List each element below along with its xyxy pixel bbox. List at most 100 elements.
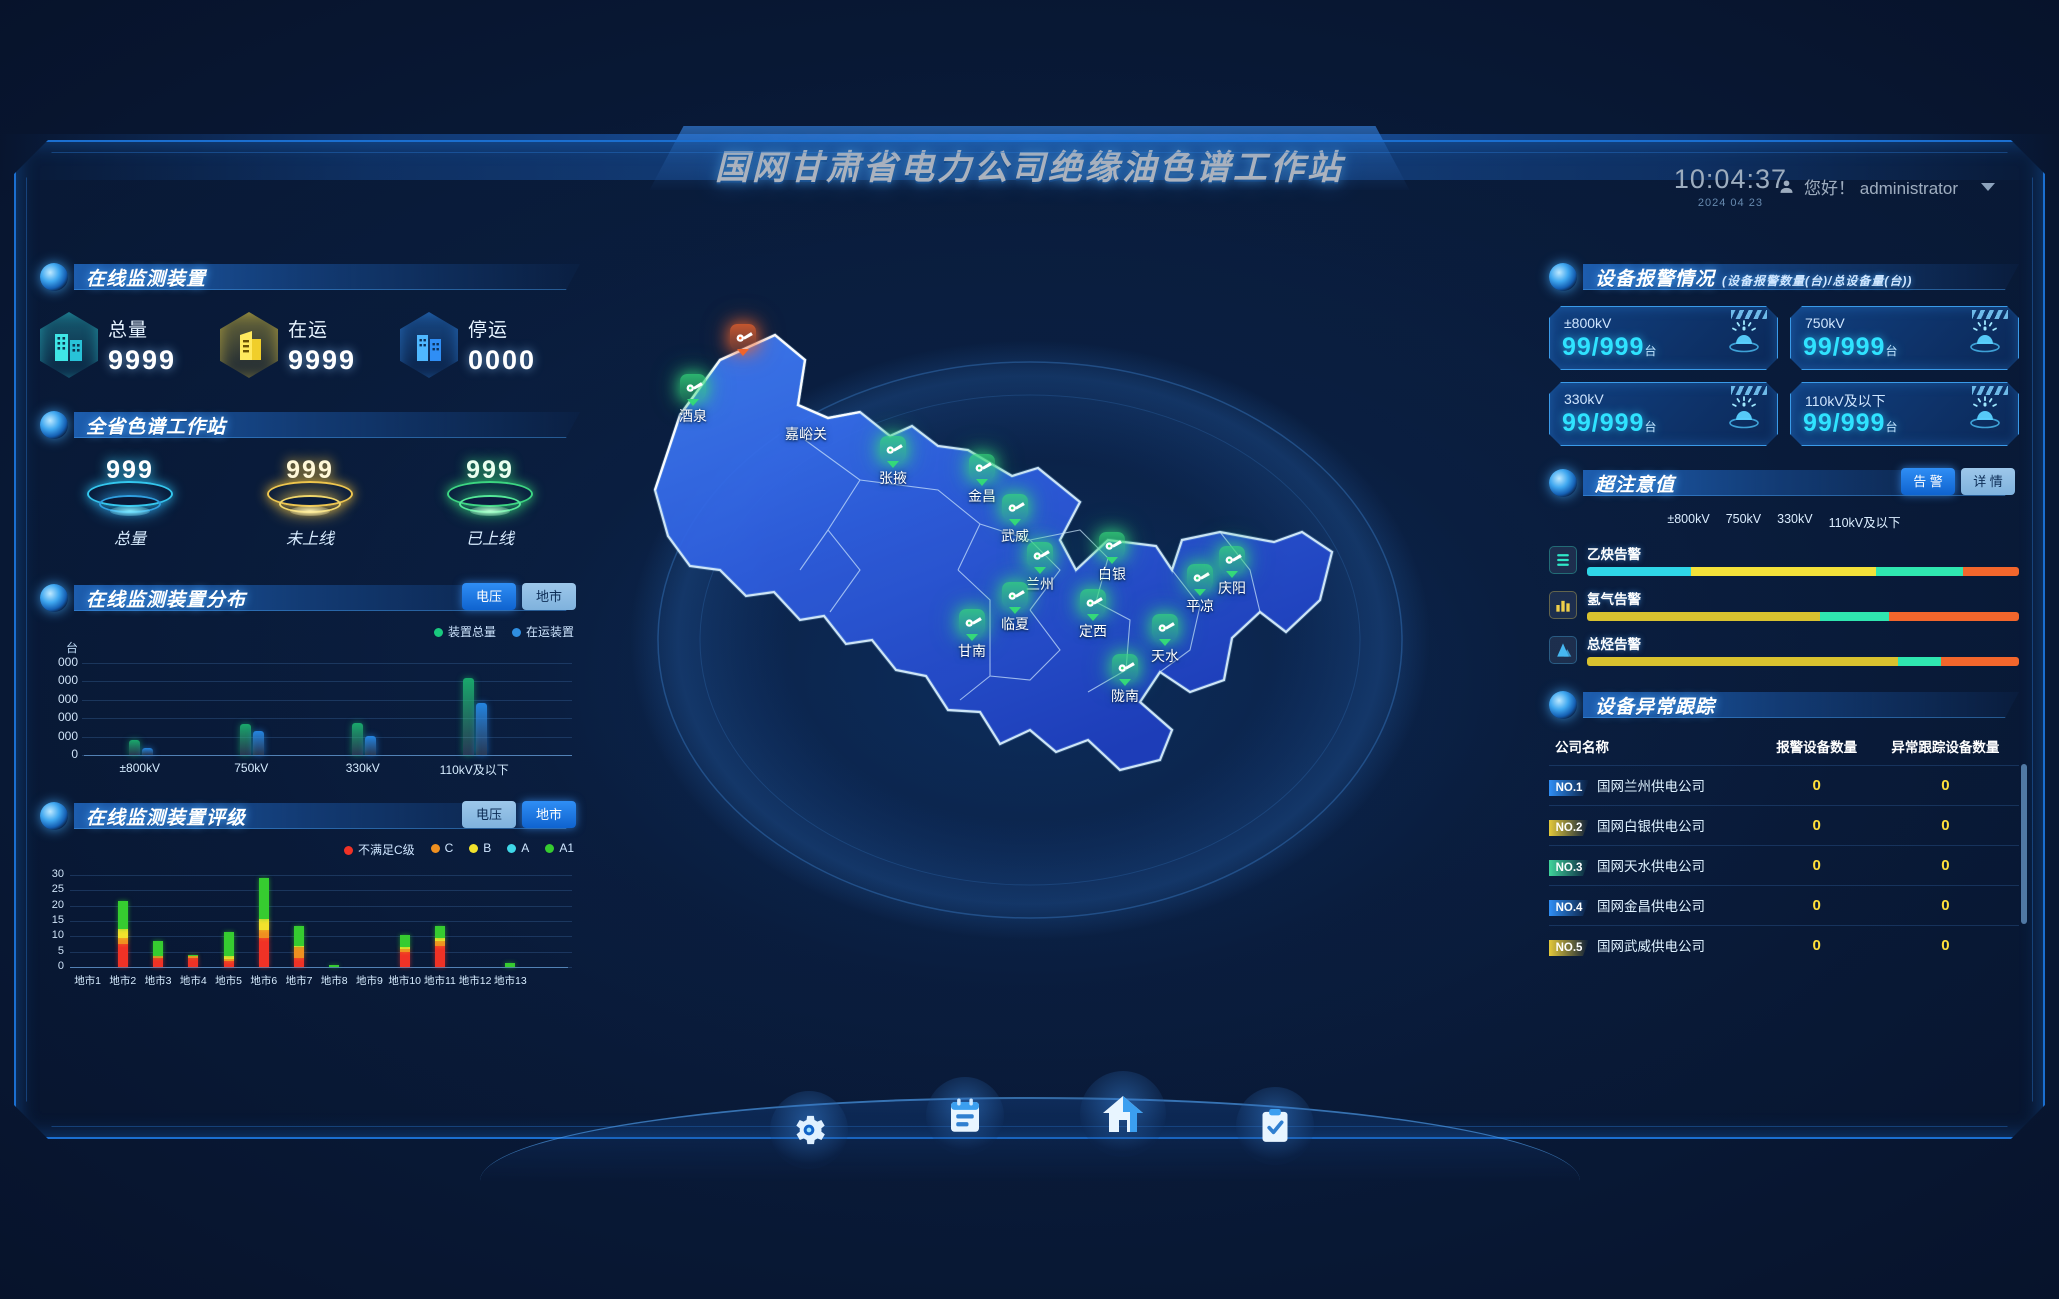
legend-item: C [430,841,453,858]
chart-legend: 不满足C级 C B A A1 [40,841,580,858]
table-row[interactable]: NO.2 国网白银供电公司 0 0 [1549,805,2019,846]
table-row[interactable]: NO.5 国网武威供电公司 0 0 [1549,925,2019,965]
alarm-card[interactable]: 750kV 99/999台 [1790,306,2019,370]
chevron-down-icon[interactable] [1981,182,1995,191]
x-axis-tick: 地市6 [250,975,278,987]
panel-title: 设备异常跟踪 [1595,696,1716,718]
map-marker-normal[interactable] [1187,564,1213,590]
card-unit: 台 [1644,420,1658,434]
attention-row[interactable]: 乙炔告警 [1549,543,2019,576]
panel-subtitle: (设备报警数量(台)/总设备量(台)) [1722,273,1913,288]
card-unit: 台 [1644,344,1658,358]
device-icon [1086,597,1103,607]
map-marker-normal[interactable] [1080,589,1106,615]
rate-toggle-city[interactable]: 地市 [522,801,576,828]
header-title-glow [650,126,1410,190]
bar-segment [258,930,269,938]
gansu-map[interactable]: 酒泉 嘉峪关 张掖 金昌 武威 兰州 白银 临夏 定西 甘南 天水 陇南 平凉 庆阳 [560,240,1500,1020]
bar-segment [399,951,410,967]
dist-toggle-city[interactable]: 地市 [522,583,576,610]
gridline [82,681,572,683]
rank-badge: NO.4 [1549,900,1589,916]
map-marker-normal[interactable] [959,609,985,635]
map-marker-normal[interactable] [1112,654,1138,680]
map-marker-normal[interactable] [1002,494,1028,520]
map-marker-normal[interactable] [880,436,906,462]
legend-item: B [469,841,491,858]
bar-segment [1587,657,1899,666]
station-stat-row: 999 总量 999 未上线 999 [40,456,580,549]
panel-title: 设备报警情况 (设备报警数量(台)/总设备量(台)) [1595,268,1913,290]
panel-orb-icon [1549,263,1577,291]
table-row[interactable]: NO.1 国网兰州供电公司 0 0 [1549,765,2019,806]
left-column: 在线监测装置 总量 9 [40,262,580,991]
map-marker-normal[interactable] [1219,546,1245,572]
user-name: 您好！ administrator [1804,179,1958,198]
map-marker-normal[interactable] [680,374,706,400]
attention-row[interactable]: 总烃告警 [1549,633,2019,666]
panel-title: 在线监测装置 [86,268,207,290]
rate-toggle-voltage[interactable]: 电压 [462,801,516,828]
x-axis-tick: 地市7 [285,975,313,987]
panel-bar [74,264,580,290]
station-stat-total: 999 总量 [40,456,220,549]
card-stripe [1972,310,2008,319]
user-menu[interactable]: 您好！ administrator [1778,174,1995,199]
dist-toggle-voltage[interactable]: 电压 [462,583,516,610]
stat-label: 总量 [108,319,149,341]
device-icon [1033,550,1050,560]
nav-settings-button[interactable] [770,1091,848,1169]
map-marker-normal[interactable] [1027,542,1053,568]
attention-row[interactable]: 氢气告警 [1549,588,2019,621]
attention-row-label: 氢气告警 [1587,592,1641,607]
chart-plot-area: 000 000 000 000 000 0 ±800kV 750kV 330kV 110kV及以下 [40,655,580,777]
nav-tasks-button[interactable] [1236,1087,1314,1165]
table-scrollbar[interactable] [2021,764,2027,924]
cell-track-count: 0 [1871,845,2019,886]
map-marker-normal[interactable] [1152,614,1178,640]
y-axis-tick: 30 [51,868,64,880]
panel-title: 在线监测装置评级 [86,807,247,829]
y-axis-tick: 000 [57,655,78,669]
attention-toggle-group: 告 警 详 情 [1901,468,2015,495]
alarm-card[interactable]: 110kV及以下 99/999台 [1790,382,2019,446]
table-row[interactable]: NO.3 国网天水供电公司 0 0 [1549,845,2019,886]
map-svg [630,332,1430,940]
attention-row-label: 乙炔告警 [1587,547,1641,562]
cell-track-count: 0 [1871,765,2019,806]
map-marker-normal[interactable] [1002,582,1028,608]
nav-home-button[interactable] [1080,1071,1166,1157]
device-icon [1118,662,1135,672]
bar-segment [294,947,304,958]
device-icon [736,332,753,342]
table-row[interactable]: NO.4 国网金昌供电公司 0 0 [1549,885,2019,926]
panel-header-track: 设备异常跟踪 [1549,690,2019,720]
map-city-label: 平凉 [1186,598,1214,614]
y-axis-tick: 0 [71,747,78,761]
device-icon [686,382,703,392]
map-marker-normal[interactable] [969,454,995,480]
nav-records-button[interactable] [926,1077,1004,1155]
alarm-card[interactable]: ±800kV 99/999台 [1549,306,1778,370]
bar-segment [153,956,164,958]
device-stat-row: 总量 9999 在运 9999 [40,312,580,378]
card-voltage: 750kV [1805,315,1845,331]
rank-badge: NO.2 [1549,820,1589,836]
device-icon [975,462,992,472]
attention-btn-detail[interactable]: 详 情 [1961,468,2015,495]
y-axis-tick: 000 [57,710,78,725]
attention-rows: 乙炔告警氢气告警总烃告警 [1549,543,2019,666]
distribution-toggle-group: 电压 地市 [462,583,576,610]
cell-track-count: 0 [1871,885,2019,926]
bar [141,748,153,755]
y-axis-tick: 10 [51,929,64,942]
bar-segment [117,937,128,944]
alarm-card[interactable]: 330kV 99/999台 [1549,382,1778,446]
map-marker-alarm[interactable] [730,324,756,350]
station-label: 总量 [113,531,146,548]
attention-btn-alarm[interactable]: 告 警 [1901,468,1955,495]
card-value: 99/999台 [1562,409,1658,437]
map-marker-normal[interactable] [1099,532,1125,558]
bar-segment [294,957,304,967]
panel-orb-icon [40,584,68,612]
